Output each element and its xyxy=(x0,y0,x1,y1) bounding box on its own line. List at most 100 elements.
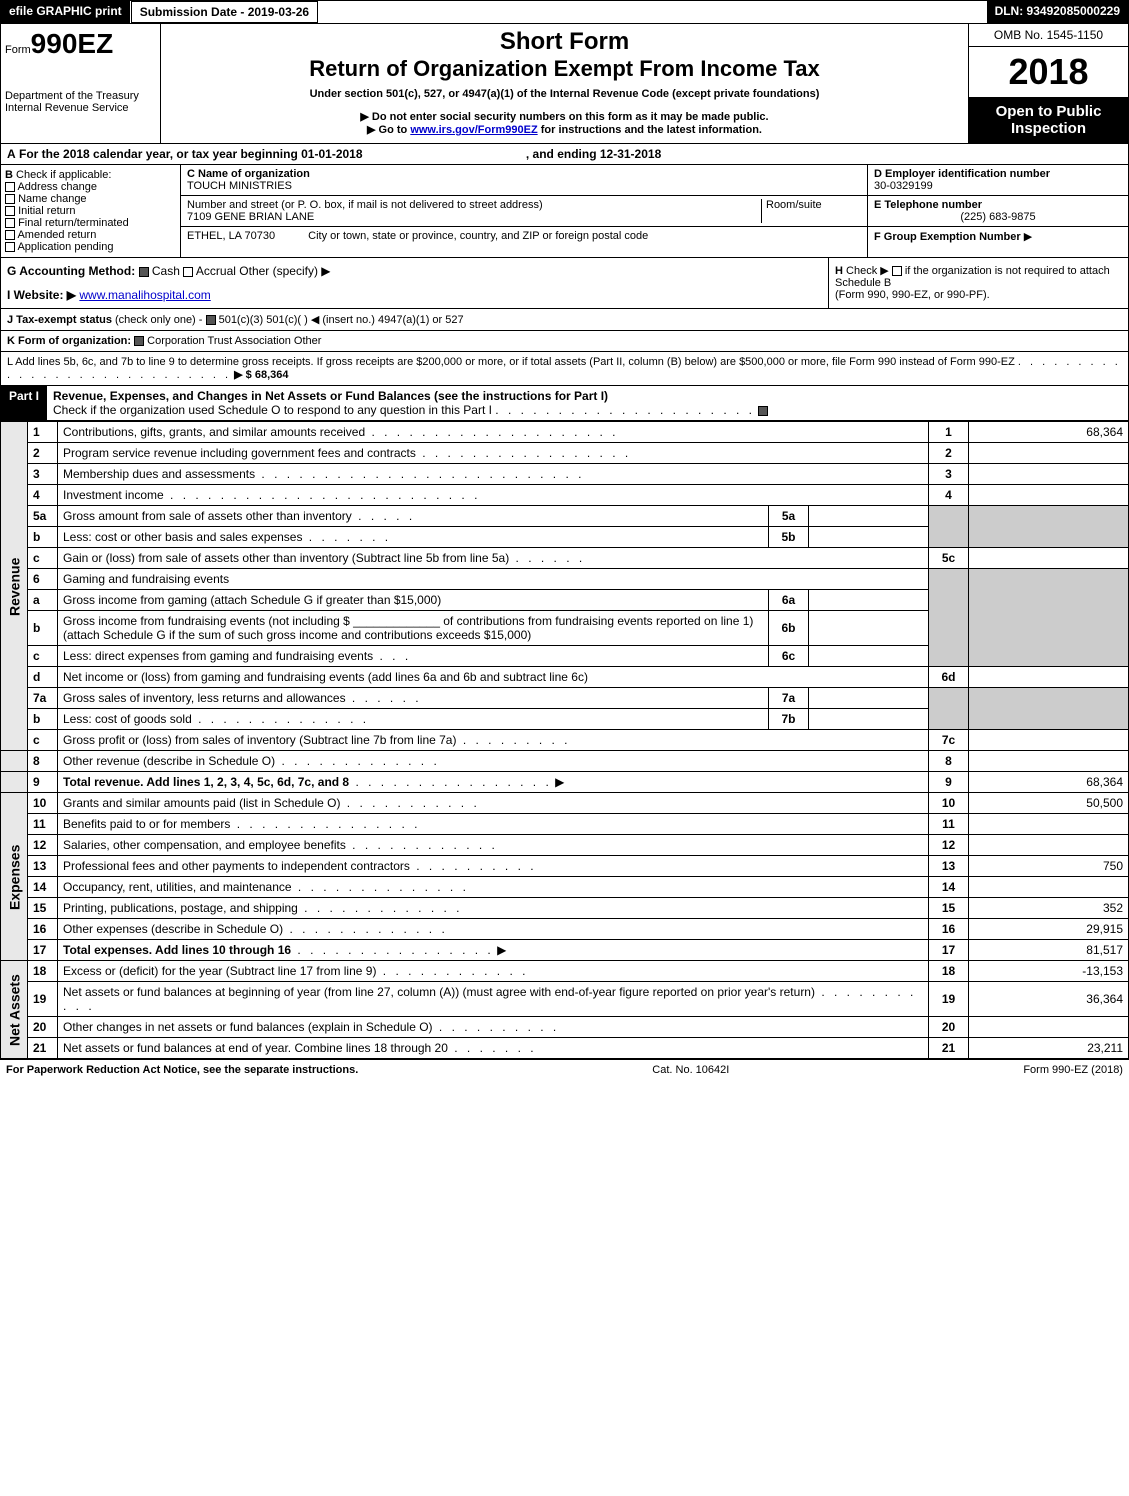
goto-suffix: for instructions and the latest informat… xyxy=(538,124,762,136)
room-suite-label: Room/suite xyxy=(761,199,861,223)
addr-row: Number and street (or P. O. box, if mail… xyxy=(181,196,867,227)
g-label: G Accounting Method: xyxy=(7,264,135,278)
topbar: efile GRAPHIC print Submission Date - 20… xyxy=(0,0,1129,24)
part1-desc: Revenue, Expenses, and Changes in Net As… xyxy=(47,386,1128,420)
l16-ln: 16 xyxy=(929,919,969,940)
l3-num: 3 xyxy=(28,464,58,485)
chk-final-return[interactable] xyxy=(5,218,15,228)
subtitle: Under section 501(c), 527, or 4947(a)(1)… xyxy=(165,88,964,100)
ein-label: D Employer identification number xyxy=(874,168,1122,180)
check-if-applicable: Check if applicable: xyxy=(16,169,111,181)
l13-ln: 13 xyxy=(929,856,969,877)
opt-initial-return: Initial return xyxy=(18,205,75,217)
l5a-sub: 5a xyxy=(769,506,809,527)
l1-num: 1 xyxy=(28,422,58,443)
lines-table: Revenue 1 Contributions, gifts, grants, … xyxy=(0,421,1129,1059)
chk-amended-return[interactable] xyxy=(5,230,15,240)
h-label: H xyxy=(835,265,843,277)
label-b: B xyxy=(5,169,13,181)
k-label: K Form of organization: xyxy=(7,335,131,347)
l9-desc: Total revenue. Add lines 1, 2, 3, 4, 5c,… xyxy=(63,775,349,789)
line-15: 15 Printing, publications, postage, and … xyxy=(1,898,1129,919)
label-a: A xyxy=(7,147,16,161)
chk-501c3[interactable] xyxy=(206,315,216,325)
line-5c: c Gain or (loss) from sale of assets oth… xyxy=(1,548,1129,569)
l10-ln: 10 xyxy=(929,793,969,814)
h-text2: (Form 990, 990-EZ, or 990-PF). xyxy=(835,289,1122,301)
line-19: 19 Net assets or fund balances at beginn… xyxy=(1,982,1129,1017)
efile-print-button[interactable]: efile GRAPHIC print xyxy=(1,1,131,23)
l13-num: 13 xyxy=(28,856,58,877)
line-11: 11 Benefits paid to or for members . . .… xyxy=(1,814,1129,835)
line-14: 14 Occupancy, rent, utilities, and maint… xyxy=(1,877,1129,898)
line-20: 20 Other changes in net assets or fund b… xyxy=(1,1017,1129,1038)
l5b-subval xyxy=(809,527,929,548)
l-text: L Add lines 5b, 6c, and 7b to line 9 to … xyxy=(7,356,1015,368)
l7b-subval xyxy=(809,709,929,730)
l12-desc: Salaries, other compensation, and employ… xyxy=(63,838,346,852)
sidebar-revenue-cont xyxy=(1,751,28,772)
l9-num: 9 xyxy=(28,772,58,793)
l5c-val xyxy=(969,548,1129,569)
l12-ln: 12 xyxy=(929,835,969,856)
line-1: Revenue 1 Contributions, gifts, grants, … xyxy=(1,422,1129,443)
short-form-title: Short Form xyxy=(165,28,964,56)
l20-desc: Other changes in net assets or fund bala… xyxy=(63,1020,433,1034)
line-4: 4 Investment income . . . . . . . . . . … xyxy=(1,485,1129,506)
l6d-val xyxy=(969,667,1129,688)
l8-ln: 8 xyxy=(929,751,969,772)
l16-val: 29,915 xyxy=(969,919,1129,940)
l7c-num: c xyxy=(28,730,58,751)
chk-application-pending[interactable] xyxy=(5,242,15,252)
l11-num: 11 xyxy=(28,814,58,835)
l8-desc: Other revenue (describe in Schedule O) xyxy=(63,754,275,768)
irs-link[interactable]: www.irs.gov/Form990EZ xyxy=(410,124,537,136)
ein: 30-0329199 xyxy=(874,180,1122,192)
l6a-sub: 6a xyxy=(769,590,809,611)
section-bcdef: B Check if applicable: Address change Na… xyxy=(0,165,1129,258)
line-16: 16 Other expenses (describe in Schedule … xyxy=(1,919,1129,940)
line-18: Net Assets 18 Excess or (deficit) for th… xyxy=(1,961,1129,982)
chk-address-change[interactable] xyxy=(5,182,15,192)
grey-6-val xyxy=(969,569,1129,667)
chk-schedule-o[interactable] xyxy=(758,406,768,416)
grp-row: F Group Exemption Number ▶ xyxy=(868,227,1128,246)
chk-initial-return[interactable] xyxy=(5,206,15,216)
line-8: 8 Other revenue (describe in Schedule O)… xyxy=(1,751,1129,772)
chk-corporation[interactable] xyxy=(134,336,144,346)
l6c-desc: Less: direct expenses from gaming and fu… xyxy=(63,649,373,663)
form-number: Form990EZ xyxy=(5,28,156,60)
opt-address-change: Address change xyxy=(17,181,97,193)
l19-num: 19 xyxy=(28,982,58,1017)
l7b-sub: 7b xyxy=(769,709,809,730)
footer-right: Form 990-EZ (2018) xyxy=(1023,1064,1123,1076)
l5c-ln: 5c xyxy=(929,548,969,569)
l5a-subval xyxy=(809,506,929,527)
l7b-num: b xyxy=(28,709,58,730)
l6d-desc: Net income or (loss) from gaming and fun… xyxy=(58,667,929,688)
line-13: 13 Professional fees and other payments … xyxy=(1,856,1129,877)
chk-name-change[interactable] xyxy=(5,194,15,204)
sidebar-revenue: Revenue xyxy=(1,422,28,751)
part1-label: Part I xyxy=(1,386,47,420)
l4-ln: 4 xyxy=(929,485,969,506)
l7a-sub: 7a xyxy=(769,688,809,709)
l14-num: 14 xyxy=(28,877,58,898)
l7a-num: 7a xyxy=(28,688,58,709)
line-17: 17 Total expenses. Add lines 10 through … xyxy=(1,940,1129,961)
part1-check: Check if the organization used Schedule … xyxy=(53,403,492,417)
l10-num: 10 xyxy=(28,793,58,814)
l4-num: 4 xyxy=(28,485,58,506)
form-number-big: 990EZ xyxy=(31,28,114,59)
chk-accrual[interactable] xyxy=(183,267,193,277)
website-link[interactable]: www.manalihospital.com xyxy=(79,288,210,302)
l9-ln: 9 xyxy=(929,772,969,793)
chk-cash[interactable] xyxy=(139,267,149,277)
l1-ln: 1 xyxy=(929,422,969,443)
chk-schedule-b[interactable] xyxy=(892,266,902,276)
k-opts: Corporation Trust Association Other xyxy=(147,335,321,347)
line-3: 3 Membership dues and assessments . . . … xyxy=(1,464,1129,485)
l5a-num: 5a xyxy=(28,506,58,527)
l4-desc: Investment income xyxy=(63,488,164,502)
l18-ln: 18 xyxy=(929,961,969,982)
